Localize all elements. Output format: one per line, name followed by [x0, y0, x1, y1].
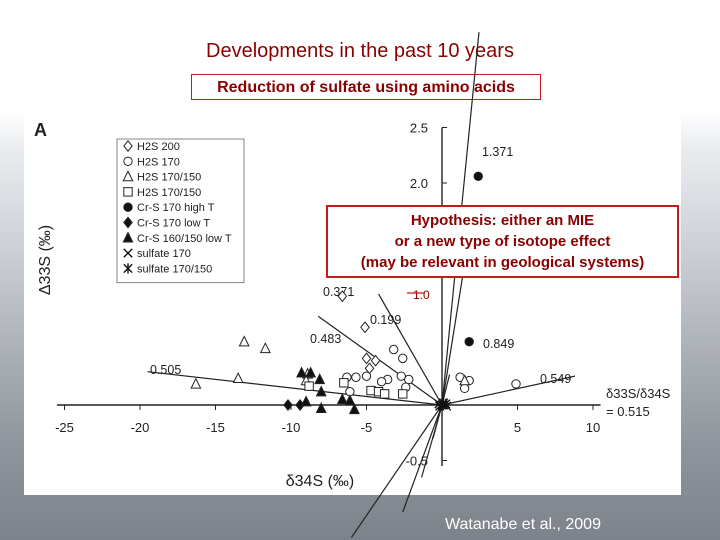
x-tick-label: -20	[131, 420, 150, 435]
data-point	[370, 354, 381, 367]
fit-line	[402, 404, 443, 513]
x-tick-label: -5	[361, 420, 373, 435]
fit-line-label: 0.505	[150, 363, 181, 377]
y-tick-label: 2.0	[410, 176, 428, 191]
legend-box	[116, 138, 245, 284]
data-point	[259, 342, 271, 354]
legend-marker	[123, 156, 133, 167]
data-point	[459, 374, 471, 386]
fit-line	[378, 293, 443, 406]
legend-marker	[123, 187, 133, 197]
data-point	[337, 290, 348, 303]
x-axis-label: δ34S (‰)	[286, 473, 354, 490]
data-point	[379, 389, 390, 399]
data-point	[388, 344, 399, 355]
legend-marker	[123, 248, 133, 258]
data-point	[300, 395, 312, 407]
legend-label: sulfate 170	[137, 248, 191, 260]
legend-label: H2S 170	[137, 156, 180, 168]
ratio-label: δ33S/δ34S	[606, 386, 671, 401]
legend-label: H2S 170/150	[137, 187, 201, 199]
x-tick-label: 10	[586, 420, 600, 435]
legend-label: Cr-S 170 high T	[137, 202, 215, 214]
hypothesis-box: Hypothesis: either an MIE or a new type …	[326, 205, 679, 278]
data-point	[360, 321, 370, 334]
legend-label: H2S 200	[137, 141, 180, 153]
fit-line-label: 1.371	[482, 145, 513, 159]
slope-one-label: 1.0	[413, 288, 430, 302]
data-point	[296, 366, 308, 378]
fit-line	[350, 404, 443, 538]
fit-line	[432, 404, 443, 439]
data-point	[361, 371, 372, 381]
data-point	[190, 377, 202, 389]
citation: Watanabe et al., 2009	[445, 516, 601, 533]
legend-marker	[122, 231, 134, 243]
data-point	[315, 385, 327, 397]
slide-title: Developments in the past 10 years	[206, 40, 514, 62]
x-tick-label: -25	[55, 420, 74, 435]
data-point	[398, 353, 408, 364]
data-point	[232, 372, 244, 384]
legend-label: H2S 170/150	[137, 172, 201, 184]
data-point	[344, 394, 356, 406]
legend-label: Cr-S 160/150 low T	[137, 233, 232, 245]
hypothesis-line-1: Hypothesis: either an MIE	[410, 212, 595, 229]
ratio-value-label: = 0.515	[606, 404, 650, 419]
data-point	[339, 378, 349, 388]
data-point	[283, 399, 293, 411]
legend-label: Cr-S 170 low T	[137, 218, 210, 230]
fit-line-label: 0.549	[540, 372, 571, 386]
legend-label: sulfate 170/150	[137, 263, 212, 275]
data-point	[464, 337, 474, 347]
data-point	[314, 373, 326, 385]
data-point	[305, 366, 317, 378]
legend-marker	[123, 140, 133, 152]
y-axis-label: Δ33S (‰)	[37, 225, 54, 295]
x-tick-label: -10	[282, 420, 301, 435]
data-point	[404, 374, 414, 385]
legend-marker	[123, 216, 133, 229]
x-tick-label: 5	[514, 420, 521, 435]
data-point	[438, 397, 449, 408]
hypothesis-line-3: (may be relevant in geological systems)	[360, 254, 645, 271]
x-tick-label: -15	[206, 420, 225, 435]
fit-line	[147, 371, 443, 406]
panel-label: A	[34, 120, 47, 140]
fit-line	[441, 375, 576, 406]
data-point	[348, 403, 360, 415]
hypothesis-line-2: or a new type of isotope effect	[394, 233, 611, 250]
fit-line	[441, 254, 467, 406]
legend-marker	[122, 170, 134, 182]
data-point	[315, 402, 327, 414]
fit-line-label: 0.199	[370, 313, 401, 327]
y-tick-label: 2.5	[410, 121, 428, 136]
data-point	[351, 372, 361, 382]
data-point	[336, 393, 348, 405]
subtitle-box: Reduction of sulfate using amino acids	[191, 74, 541, 100]
legend-marker	[123, 263, 133, 274]
data-point	[511, 379, 521, 389]
fit-line-label: 0.849	[483, 337, 514, 351]
data-point	[376, 376, 387, 387]
data-point	[361, 352, 372, 365]
fit-line-label: 0.483	[310, 332, 341, 346]
data-point	[459, 383, 470, 394]
data-point	[304, 381, 314, 391]
data-point	[473, 171, 483, 182]
data-point	[396, 371, 406, 381]
data-point	[238, 335, 250, 347]
legend-marker	[123, 202, 133, 212]
data-point	[398, 389, 408, 399]
